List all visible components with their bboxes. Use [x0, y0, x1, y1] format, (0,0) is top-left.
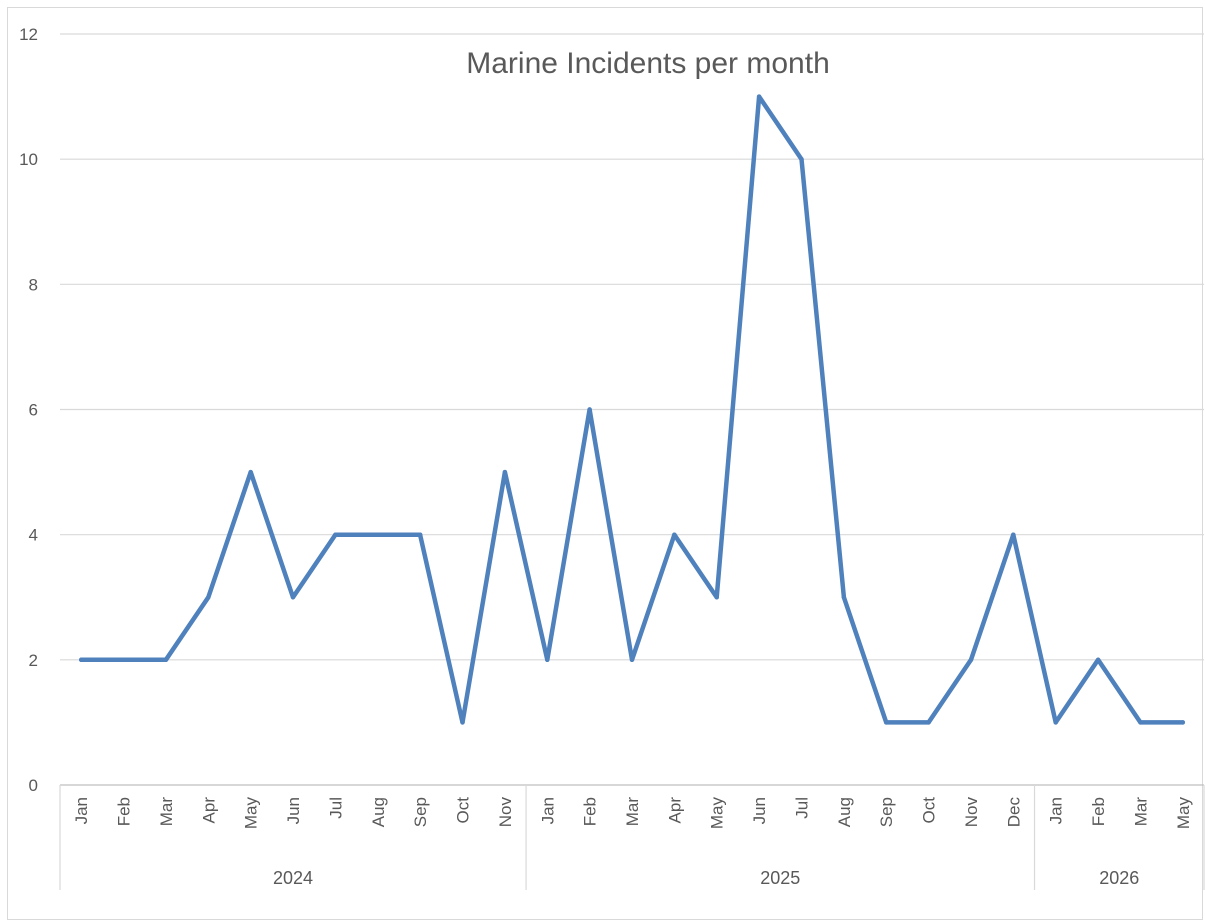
x-tick-label: Oct: [920, 797, 939, 824]
x-tick-label: Mar: [157, 797, 176, 827]
data-point: [630, 658, 634, 662]
x-tick-label: Jan: [1047, 797, 1066, 824]
x-tick-label: Jan: [538, 797, 557, 824]
data-point: [1054, 720, 1058, 724]
data-point: [587, 407, 591, 411]
data-point: [969, 658, 973, 662]
y-tick-label: 6: [29, 401, 38, 420]
x-tick-label: Mar: [623, 797, 642, 827]
x-tick-label: May: [1174, 797, 1193, 830]
data-point: [121, 658, 125, 662]
x-tick-label: Sep: [411, 797, 430, 827]
x-tick-label: Dec: [1004, 797, 1023, 828]
x-tick-label: Jul: [326, 797, 345, 819]
x-tick-label: Aug: [835, 797, 854, 827]
x-tick-label: Jan: [72, 797, 91, 824]
data-point: [376, 532, 380, 536]
data-point: [757, 94, 761, 98]
data-point: [926, 720, 930, 724]
data-point: [672, 532, 676, 536]
data-point: [842, 595, 846, 599]
data-point: [503, 470, 507, 474]
y-tick-label: 4: [29, 526, 38, 545]
x-tick-label: Jun: [750, 797, 769, 824]
x-tick-label: Apr: [199, 797, 218, 824]
data-point: [164, 658, 168, 662]
data-point: [248, 470, 252, 474]
x-tick-label: Feb: [581, 797, 600, 826]
x-tick-label: Aug: [369, 797, 388, 827]
chart-title: Marine Incidents per month: [466, 47, 830, 80]
data-point: [1096, 658, 1100, 662]
data-point: [1138, 720, 1142, 724]
x-tick-label: May: [242, 797, 261, 830]
x-tick-label: Mar: [1131, 797, 1150, 827]
data-point: [545, 658, 549, 662]
x-tick-label: May: [708, 797, 727, 830]
y-tick-label: 12: [19, 25, 38, 44]
x-tick-label: Feb: [115, 797, 134, 826]
data-point: [1011, 532, 1015, 536]
y-tick-label: 8: [29, 275, 38, 294]
data-point: [333, 532, 337, 536]
y-tick-label: 2: [29, 651, 38, 670]
x-tick-label: Jun: [284, 797, 303, 824]
x-axis: Jan Feb Mar Apr May Jun Jul Aug Sep Oct Nov Jan Feb M…: [60, 785, 1204, 890]
x-group-label: 2024: [273, 868, 313, 888]
y-tick-label: 0: [29, 776, 38, 795]
x-group-label: 2026: [1099, 868, 1139, 888]
data-point: [884, 720, 888, 724]
data-point: [79, 658, 83, 662]
x-tick-label: Jul: [792, 797, 811, 819]
data-point: [291, 595, 295, 599]
data-point: [206, 595, 210, 599]
data-point: [715, 595, 719, 599]
data-point: [799, 157, 803, 161]
x-tick-label: Nov: [962, 797, 981, 828]
x-tick-label: Apr: [665, 797, 684, 824]
x-group-label: 2025: [760, 868, 800, 888]
x-tick-label: Sep: [877, 797, 896, 827]
gridlines: [60, 34, 1204, 785]
x-tick-label: Oct: [454, 797, 473, 824]
x-tick-label: Feb: [1089, 797, 1108, 826]
data-point: [418, 532, 422, 536]
data-point: [1181, 720, 1185, 724]
x-tick-label: Nov: [496, 797, 515, 828]
y-tick-label: 10: [19, 150, 38, 169]
y-axis-ticks: 0 2 4 6 8 10 12: [19, 25, 38, 795]
data-point: [460, 720, 464, 724]
